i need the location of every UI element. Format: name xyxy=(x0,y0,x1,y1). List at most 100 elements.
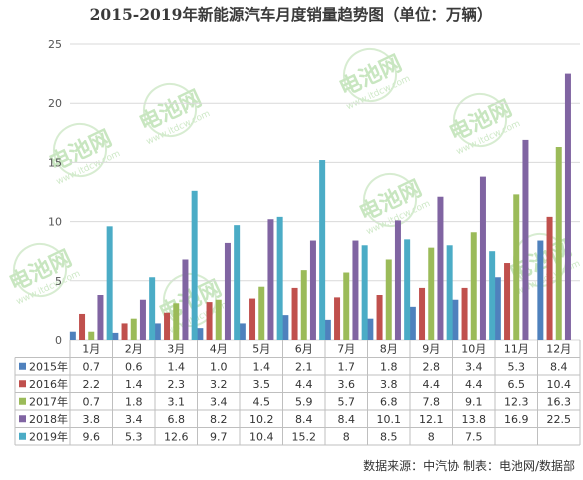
y-tick-label: 10 xyxy=(48,216,62,229)
watermark-ring xyxy=(53,123,107,177)
legend-swatch xyxy=(19,380,26,388)
y-tick-label: 25 xyxy=(48,38,62,51)
data-label: 1.8 xyxy=(125,395,143,408)
bar xyxy=(258,286,265,340)
data-label: 3.6 xyxy=(338,378,356,391)
bar xyxy=(112,332,119,340)
data-table: 1月 2月 3月 4月 5月 6月 7月 8月 9月 10月 11月 12月 2015年 0.7 0.6 1.… xyxy=(14,340,581,446)
bar xyxy=(215,299,222,340)
bar xyxy=(69,331,76,340)
chart-title: 2015-2019年新能源汽车月度销量趋势图（单位：万辆） xyxy=(90,5,493,24)
bar xyxy=(564,73,571,340)
bar xyxy=(376,295,383,340)
data-label: 9.6 xyxy=(83,430,101,443)
bar xyxy=(428,247,435,340)
bar xyxy=(522,139,529,340)
data-label: 8.4 xyxy=(338,413,356,426)
bar xyxy=(352,240,359,340)
data-label: 4.4 xyxy=(423,378,441,391)
data-label: 3.8 xyxy=(380,378,398,391)
category-label: 12月 xyxy=(546,343,571,356)
bar xyxy=(300,270,307,340)
category-label: 8月 xyxy=(380,343,398,356)
data-label: 2.1 xyxy=(295,360,313,373)
bar xyxy=(504,263,511,340)
category-label: 11月 xyxy=(504,343,529,356)
watermark-ring xyxy=(13,243,67,297)
y-tick-label: 0 xyxy=(55,334,62,347)
bar xyxy=(334,297,341,340)
watermark-ring xyxy=(453,93,507,147)
data-label: 8 xyxy=(343,430,350,443)
data-label: 9.7 xyxy=(210,430,228,443)
category-label: 3月 xyxy=(167,343,185,356)
data-label: 3.2 xyxy=(210,378,228,391)
bar xyxy=(224,242,231,340)
bar xyxy=(106,226,113,340)
data-label: 3.4 xyxy=(125,413,143,426)
bar xyxy=(361,245,368,340)
bar xyxy=(324,319,331,340)
bar xyxy=(394,220,401,340)
bar xyxy=(546,216,553,340)
bar xyxy=(239,323,246,340)
y-tick-label: 15 xyxy=(48,156,62,169)
category-label: 4月 xyxy=(210,343,228,356)
bar xyxy=(461,287,468,340)
legend-swatch xyxy=(19,415,26,423)
data-label: 16.3 xyxy=(547,395,572,408)
watermark-ring xyxy=(363,173,417,227)
legend-swatch xyxy=(19,432,26,440)
bar xyxy=(470,232,477,340)
data-label: 3.4 xyxy=(465,360,483,373)
data-label: 2.2 xyxy=(83,378,101,391)
category-label: 1月 xyxy=(82,343,100,356)
legend-swatch xyxy=(19,397,26,405)
bar xyxy=(404,239,411,340)
data-label: 12.6 xyxy=(164,430,189,443)
bar xyxy=(234,225,241,340)
bar xyxy=(437,196,444,340)
bar xyxy=(343,272,350,340)
watermark-ring xyxy=(143,83,197,137)
bar xyxy=(197,328,204,340)
data-label: 4.4 xyxy=(465,378,483,391)
bar xyxy=(182,259,189,340)
bar xyxy=(164,312,171,340)
data-label: 9.1 xyxy=(465,395,483,408)
bar xyxy=(291,287,298,340)
bar xyxy=(537,240,544,340)
bar xyxy=(513,194,520,340)
bar xyxy=(479,176,486,340)
data-label: 5.7 xyxy=(338,395,356,408)
data-label: 8.4 xyxy=(550,360,568,373)
bar xyxy=(97,295,104,340)
data-label: 2.3 xyxy=(168,378,186,391)
data-label: 5.3 xyxy=(508,360,526,373)
data-label: 10.1 xyxy=(377,413,402,426)
bar xyxy=(555,147,562,340)
data-label: 3.8 xyxy=(83,413,101,426)
bar xyxy=(79,313,86,340)
y-axis: 0 5 10 15 20 25 xyxy=(48,38,62,347)
data-label: 16.9 xyxy=(504,413,529,426)
y-tick-label: 20 xyxy=(48,97,62,110)
data-label: 4.5 xyxy=(253,395,271,408)
data-label: 10.4 xyxy=(249,430,274,443)
data-label: 8.5 xyxy=(380,430,398,443)
data-label: 3.1 xyxy=(168,395,186,408)
legend-label: 2016年 xyxy=(29,377,68,391)
bar xyxy=(88,331,95,340)
data-label: 0.6 xyxy=(125,360,143,373)
data-label: 12.3 xyxy=(504,395,529,408)
category-label: 10月 xyxy=(461,343,486,356)
data-label: 0.7 xyxy=(83,395,101,408)
bar xyxy=(149,277,156,340)
legend-swatch xyxy=(19,362,26,370)
data-label: 7.8 xyxy=(423,395,441,408)
